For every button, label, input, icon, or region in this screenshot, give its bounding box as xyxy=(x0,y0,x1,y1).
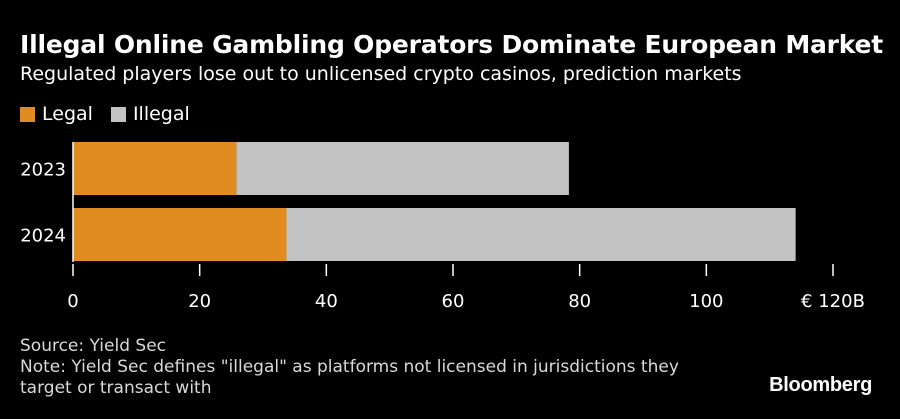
bar-illegal-2023 xyxy=(236,142,569,195)
chart-subtitle: Regulated players lose out to unlicensed… xyxy=(20,63,742,85)
legend-item-legal: Legal xyxy=(20,103,93,125)
source-note: Source: Yield Sec xyxy=(20,336,166,356)
bar-illegal-2024 xyxy=(286,208,796,261)
bar-chart: 2023 2024 0 20 40 60 80 100 € 120B xyxy=(20,142,865,312)
y-tick-label-2024: 2024 xyxy=(20,226,66,247)
x-tick-label-60: 60 xyxy=(442,291,465,312)
bloomberg-logo: Bloomberg xyxy=(769,374,872,396)
legend: Legal Illegal xyxy=(20,103,208,125)
footer: Source: Yield Sec Note: Yield Sec define… xyxy=(20,336,700,399)
bar-legal-2023 xyxy=(73,142,237,195)
x-tick-label-20: 20 xyxy=(188,291,211,312)
x-tick-label-80: 80 xyxy=(568,291,591,312)
chart-title: Illegal Online Gambling Operators Domina… xyxy=(20,30,884,59)
x-tick-label-100: 100 xyxy=(689,291,723,312)
legend-item-illegal: Illegal xyxy=(110,103,190,125)
legend-swatch-illegal xyxy=(110,106,126,122)
legend-swatch-legal xyxy=(20,106,35,122)
bar-legal-2024 xyxy=(73,208,287,261)
x-tick-label-120: € 120B xyxy=(801,291,865,312)
legend-label-legal: Legal xyxy=(42,103,93,125)
x-tick-label-40: 40 xyxy=(315,291,338,312)
definition-note: Note: Yield Sec defines "illegal" as pla… xyxy=(20,357,679,398)
y-tick-label-2023: 2023 xyxy=(20,160,66,181)
x-tick-label-0: 0 xyxy=(67,291,78,312)
legend-label-illegal: Illegal xyxy=(132,103,190,125)
